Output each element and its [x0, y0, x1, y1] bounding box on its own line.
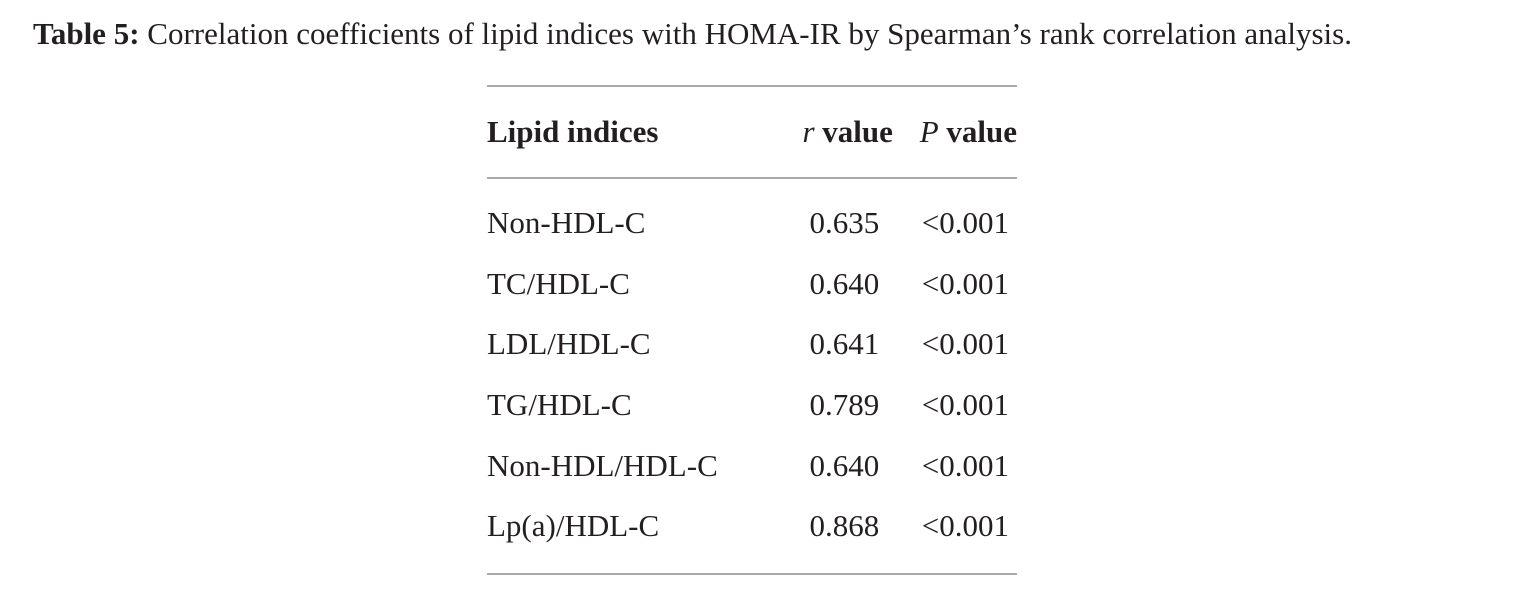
cell-r-value: 0.641 [809, 326, 880, 362]
caption-text: Correlation coefficients of lipid indice… [147, 16, 1352, 51]
cell-index: Lp(a)/HDL-C [487, 508, 660, 544]
cell-index: TC/HDL-C [487, 265, 630, 301]
cell-r-value: 0.640 [809, 447, 880, 483]
table-body: Non-HDL-C 0.635 <0.001 TC/HDL-C 0.640 <0… [487, 193, 1017, 557]
cell-r-value: 0.868 [809, 508, 880, 544]
table-row: LDL/HDL-C 0.641 <0.001 [487, 314, 1017, 375]
cell-p-value: <0.001 [921, 265, 1009, 301]
correlation-table: Lipid indices r value P value Non-HDL-C … [487, 85, 1017, 575]
header-r-text: value [822, 114, 893, 149]
header-p-text: value [946, 114, 1017, 149]
cell-index: TG/HDL-C [487, 387, 632, 423]
header-r-symbol: r [802, 114, 815, 149]
table-row: TG/HDL-C 0.789 <0.001 [487, 375, 1017, 436]
cell-p-value: <0.001 [921, 447, 1009, 483]
table-row: Lp(a)/HDL-C 0.868 <0.001 [487, 496, 1017, 557]
table-bottom-rule [487, 572, 1017, 575]
table-row: TC/HDL-C 0.640 <0.001 [487, 254, 1017, 315]
cell-index: Non-HDL-C [487, 205, 646, 241]
cell-r-value: 0.640 [809, 265, 880, 301]
cell-p-value: <0.001 [921, 326, 1009, 362]
cell-r-value: 0.635 [809, 205, 880, 241]
table-top-rule [487, 85, 1017, 87]
table-row: Non-HDL-C 0.635 <0.001 [487, 193, 1017, 254]
header-lipid-indices: Lipid indices [487, 114, 659, 149]
header-r-value: r value [756, 87, 909, 177]
cell-index: Non-HDL/HDL-C [487, 447, 718, 483]
table-caption: Table 5: Correlation coefficients of lip… [33, 14, 1352, 54]
cell-p-value: <0.001 [921, 387, 1009, 423]
table-row: Non-HDL/HDL-C 0.640 <0.001 [487, 435, 1017, 496]
header-p-value: P value [909, 87, 1017, 177]
cell-p-value: <0.001 [921, 508, 1009, 544]
table-header-rule [487, 177, 1017, 179]
table-grid: Lipid indices r value P value [487, 87, 1017, 177]
cell-p-value: <0.001 [921, 205, 1009, 241]
header-p-symbol: P [919, 114, 939, 149]
caption-label: Table 5: [33, 16, 140, 51]
header-row: Lipid indices r value P value [487, 87, 1017, 177]
cell-index: LDL/HDL-C [487, 326, 651, 362]
cell-r-value: 0.789 [809, 387, 880, 423]
